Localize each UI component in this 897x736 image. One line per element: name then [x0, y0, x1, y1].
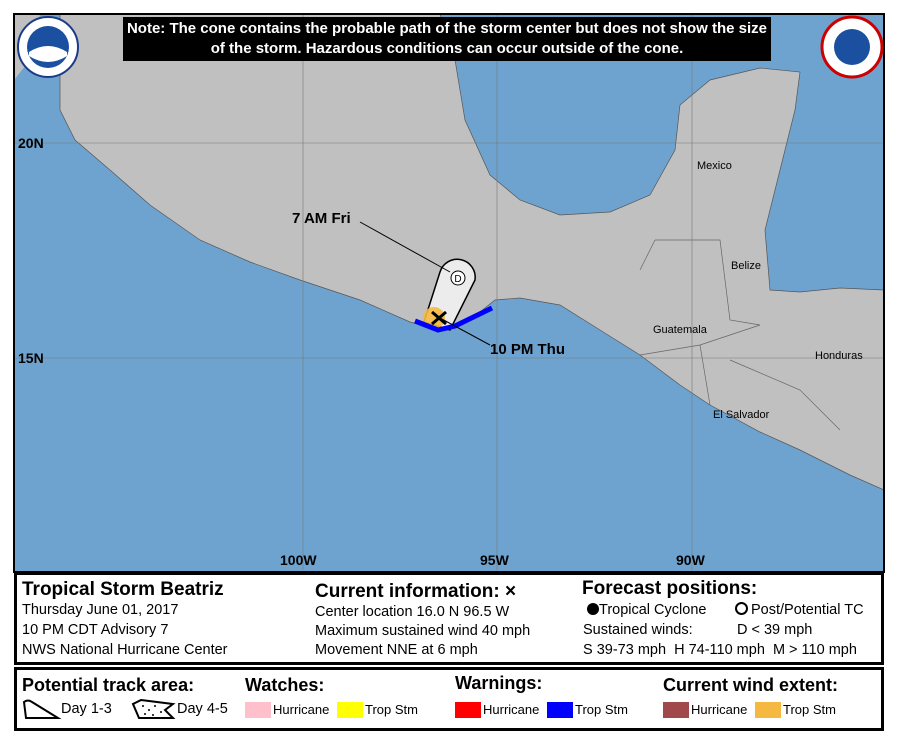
forecast-heading: Forecast positions:: [582, 578, 758, 599]
legend-post-potential: Post/Potential TC: [735, 602, 864, 618]
filled-circle-icon: [587, 603, 599, 615]
day13-label: Day 1-3: [61, 701, 112, 717]
day13-cone-icon: [22, 699, 62, 719]
tropical-storm-warning: [414, 305, 494, 333]
current-position-x-icon: [431, 310, 447, 326]
legend-panel: Potential track area: Day 1-3 Day 4-5 Wa…: [14, 667, 884, 731]
open-circle-icon: [735, 602, 748, 615]
sustained-winds-label: Sustained winds:: [583, 622, 693, 638]
center-location: Center location 16.0 N 96.5 W: [315, 604, 510, 620]
shm-definition: S 39-73 mph H 74-110 mph M > 110 mph: [583, 642, 857, 658]
ts-wind-swatch: [755, 702, 781, 718]
forecast-point-d: [450, 270, 466, 286]
label-7am-fri: 7 AM Fri: [292, 210, 351, 227]
graticule: [14, 14, 884, 570]
watches-heading: Watches:: [245, 675, 325, 695]
d-definition: D < 39 mph: [737, 622, 813, 638]
hurricane-warning-label: Hurricane: [483, 702, 540, 717]
lon-label-100w: 100W: [280, 552, 317, 568]
lat-label-15n: 15N: [18, 350, 44, 366]
max-wind: Maximum sustained wind 40 mph: [315, 623, 531, 639]
movement: Movement NNE at 6 mph: [315, 642, 478, 658]
lat-label-20n: 20N: [18, 135, 44, 151]
ts-warning-label: Trop Stm: [575, 702, 628, 717]
hurricane-wind-swatch: [663, 702, 689, 718]
cone-note: Note: The cone contains the probable pat…: [123, 17, 771, 61]
country-mexico: Mexico: [697, 160, 732, 172]
day45-cone-icon: [131, 698, 176, 719]
current-info-heading: Current information: ×: [315, 581, 517, 602]
ts-watch-swatch: [337, 702, 363, 718]
track-area-heading: Potential track area:: [22, 675, 195, 695]
lon-label-90w: 90W: [676, 552, 706, 568]
lon-label-95w: 95W: [480, 552, 510, 568]
ts-wind-label: Trop Stm: [783, 702, 836, 717]
hurricane-wind-label: Hurricane: [691, 702, 748, 717]
tropical-storm-wind-extent: [423, 307, 445, 329]
hurricane-watch-label: Hurricane: [273, 702, 330, 717]
storm-title: Tropical Storm Beatriz: [22, 579, 224, 600]
ts-warning-swatch: [547, 702, 573, 718]
advisory-number: 10 PM CDT Advisory 7: [22, 622, 169, 638]
noaa-logo: [17, 16, 79, 78]
hurricane-watch-swatch: [245, 702, 271, 718]
land-mexico-central-america: [59, 13, 885, 491]
label-leader-10pm: [439, 317, 491, 346]
country-honduras: Honduras: [815, 350, 863, 362]
day45-label: Day 4-5: [177, 701, 228, 717]
info-panel: Tropical Storm Beatriz Thursday June 01,…: [14, 572, 884, 665]
country-belize: Belize: [731, 260, 761, 272]
tropical-cyclone-label: Tropical Cyclone: [599, 602, 707, 618]
wind-extent-heading: Current wind extent:: [663, 675, 839, 695]
hurricane-warning-swatch: [455, 702, 481, 718]
label-leader-7am: [359, 221, 451, 273]
country-guatemala: Guatemala: [653, 324, 708, 336]
borders: [639, 239, 841, 431]
warnings-heading: Warnings:: [455, 673, 543, 693]
ts-watch-label: Trop Stm: [365, 702, 418, 717]
advisory-date: Thursday June 01, 2017: [22, 602, 179, 618]
nws-logo: [820, 15, 884, 79]
country-el-salvador: El Salvador: [713, 409, 770, 421]
post-potential-label: Post/Potential TC: [751, 602, 864, 618]
label-10pm-thu: 10 PM Thu: [490, 341, 565, 358]
issuing-center: NWS National Hurricane Center: [22, 642, 228, 658]
island: [168, 128, 192, 136]
legend-tropical-cyclone: Tropical Cyclone: [587, 602, 706, 618]
forecast-marker-text: D: [454, 274, 461, 285]
